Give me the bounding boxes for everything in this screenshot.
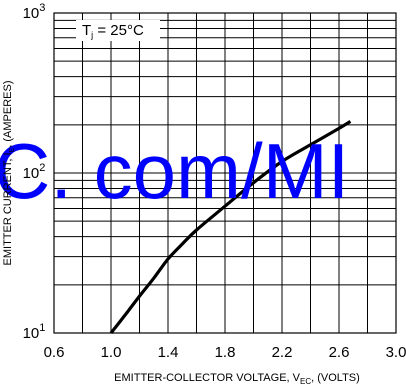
x-tick-label: 1.4	[158, 344, 179, 361]
y-tick-labels: 103 102 101	[23, 2, 46, 342]
x-tick-label: 3.0	[386, 344, 406, 361]
x-tick-label: 0.6	[44, 344, 65, 361]
x-axis-label: EMITTER-COLLECTOR VOLTAGE, VEC, (VOLTS)	[114, 372, 360, 385]
y-tick-label: 102	[23, 162, 46, 182]
annotation-box	[76, 20, 160, 41]
x-tick-label: 2.6	[329, 344, 350, 361]
x-tick-labels: 0.6 1.0 1.4 1.8 2.2 2.6 3.0	[44, 344, 406, 361]
x-tick-label: 2.2	[272, 344, 293, 361]
x-tick-label: 1.8	[215, 344, 236, 361]
y-tick-label: 101	[23, 322, 46, 342]
watermark: C. com/MI	[0, 127, 349, 215]
y-axis-label: EMITTER CURRENT, IE, (AMPERES)	[2, 81, 16, 266]
series-line	[109, 120, 352, 334]
temperature-annotation: Tj = 25°C	[82, 22, 144, 40]
y-tick-label: 103	[23, 2, 46, 22]
plot-frame	[53, 12, 397, 334]
grid	[54, 13, 396, 333]
x-tick-label: 1.0	[101, 344, 122, 361]
